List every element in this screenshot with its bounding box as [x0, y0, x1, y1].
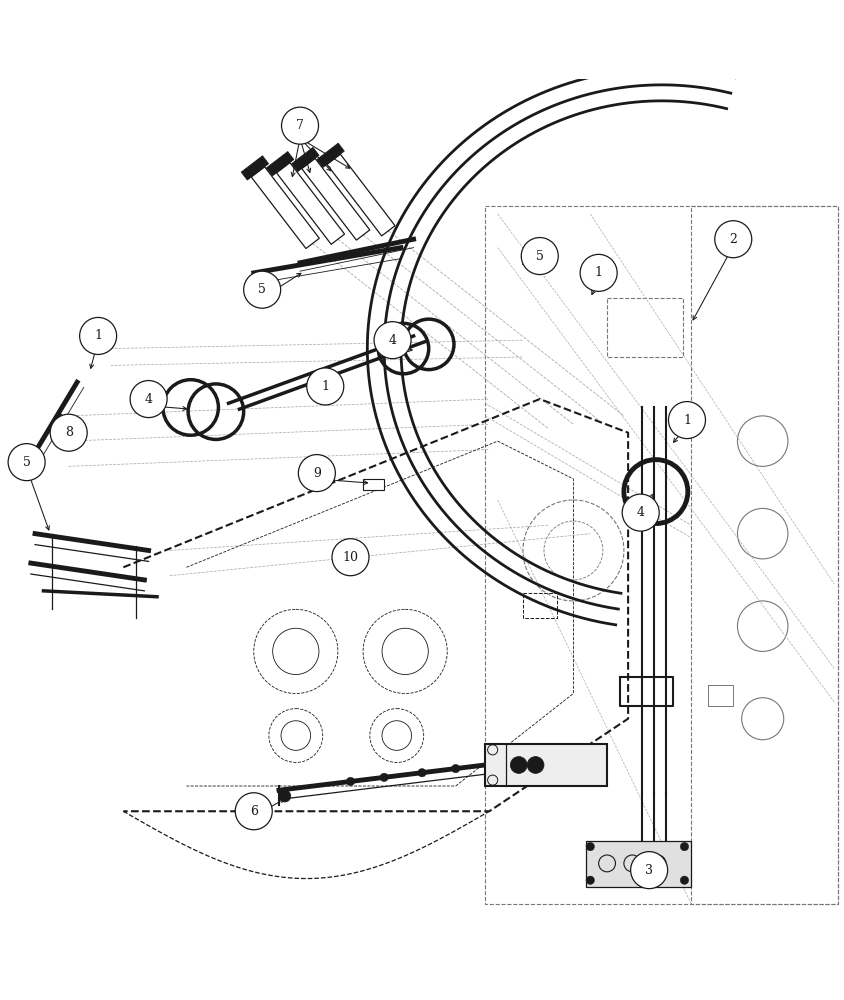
Circle shape: [244, 271, 281, 308]
Text: 3: 3: [645, 864, 653, 877]
Polygon shape: [586, 841, 691, 887]
Polygon shape: [302, 158, 370, 240]
Text: 1: 1: [95, 329, 102, 342]
Text: 8: 8: [65, 426, 73, 439]
Circle shape: [380, 773, 388, 782]
Text: 1: 1: [595, 266, 603, 279]
Polygon shape: [277, 163, 344, 244]
Circle shape: [346, 777, 354, 786]
Circle shape: [528, 757, 544, 773]
Text: 5: 5: [536, 250, 544, 263]
Polygon shape: [241, 156, 268, 180]
Text: 4: 4: [388, 334, 397, 347]
Polygon shape: [327, 154, 395, 236]
Circle shape: [586, 876, 594, 884]
Circle shape: [130, 381, 167, 418]
Text: 5: 5: [23, 456, 30, 469]
Text: 4: 4: [636, 506, 645, 519]
Polygon shape: [267, 152, 294, 176]
Text: 1: 1: [683, 414, 691, 427]
Circle shape: [235, 793, 273, 830]
Circle shape: [680, 876, 689, 884]
Polygon shape: [363, 479, 384, 490]
Circle shape: [282, 107, 318, 144]
Circle shape: [511, 757, 528, 773]
Circle shape: [622, 494, 659, 531]
Circle shape: [522, 238, 558, 275]
Circle shape: [79, 317, 116, 354]
Text: 2: 2: [729, 233, 737, 246]
Circle shape: [279, 790, 291, 802]
Circle shape: [418, 769, 426, 777]
Text: 6: 6: [250, 805, 257, 818]
Text: 4: 4: [144, 393, 153, 406]
Circle shape: [668, 402, 706, 439]
Circle shape: [374, 322, 411, 359]
Text: 7: 7: [296, 119, 304, 132]
Circle shape: [680, 842, 689, 851]
Circle shape: [452, 764, 460, 773]
Text: 1: 1: [322, 380, 329, 393]
Text: 9: 9: [313, 467, 321, 480]
Circle shape: [332, 539, 369, 576]
Text: 5: 5: [258, 283, 266, 296]
Circle shape: [8, 444, 45, 481]
Circle shape: [630, 852, 668, 889]
Polygon shape: [316, 143, 344, 167]
Circle shape: [715, 221, 752, 258]
Circle shape: [586, 842, 594, 851]
Circle shape: [50, 414, 87, 451]
Circle shape: [306, 368, 344, 405]
Polygon shape: [485, 744, 607, 786]
Text: 10: 10: [343, 551, 359, 564]
Circle shape: [580, 254, 617, 291]
Polygon shape: [292, 147, 319, 172]
Polygon shape: [252, 167, 319, 249]
Circle shape: [298, 455, 335, 492]
